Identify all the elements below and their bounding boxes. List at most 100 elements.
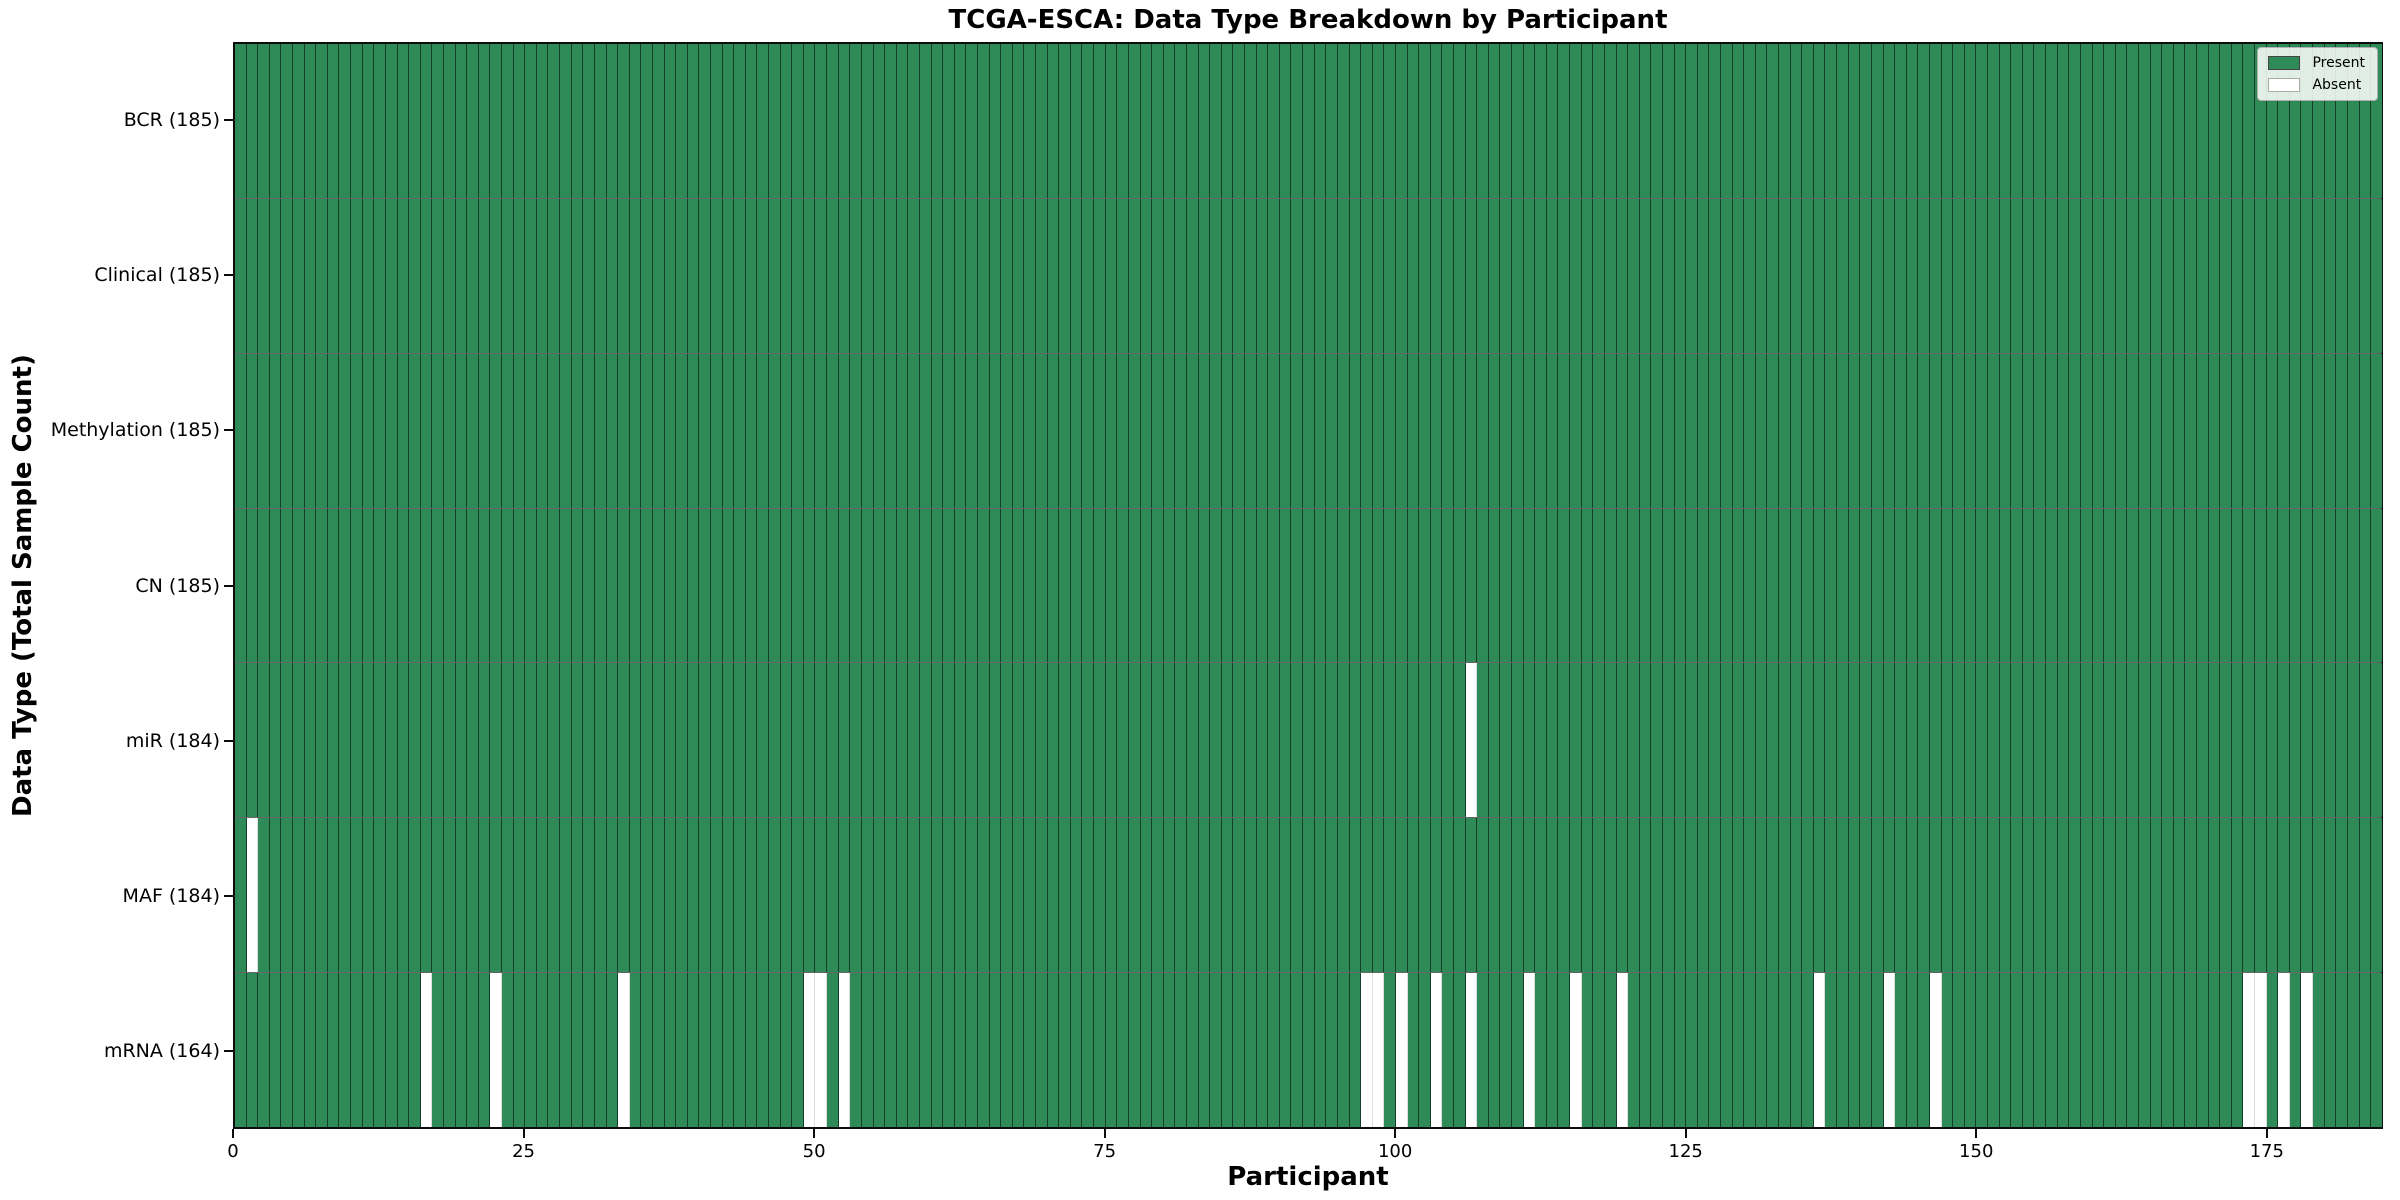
heatmap-cell-present bbox=[2011, 508, 2023, 663]
heatmap-cell-present bbox=[873, 973, 886, 1128]
x-tick bbox=[1394, 1129, 1397, 1138]
heatmap-cell-absent bbox=[2278, 973, 2290, 1128]
y-tick bbox=[224, 739, 233, 742]
heatmap-cell-present bbox=[560, 353, 572, 508]
heatmap-cell-present bbox=[908, 973, 920, 1128]
heatmap-cell-absent bbox=[490, 973, 503, 1128]
heatmap-cell-present bbox=[861, 353, 874, 508]
heatmap-cell-present bbox=[1233, 198, 1246, 353]
heatmap-cell-present bbox=[583, 973, 595, 1128]
heatmap-cell-present bbox=[1651, 973, 1663, 1128]
heatmap-cell-present bbox=[2336, 973, 2348, 1128]
heatmap-cell-present bbox=[2371, 818, 2382, 973]
heatmap-cell-present bbox=[1535, 663, 1547, 818]
heatmap-cell-present bbox=[2069, 353, 2081, 508]
heatmap-cell-present bbox=[1152, 508, 1164, 663]
heatmap-cell-present bbox=[571, 198, 584, 353]
heatmap-cell-present bbox=[827, 663, 839, 818]
heatmap-cell-present bbox=[2289, 508, 2302, 663]
heatmap-cell-present bbox=[339, 44, 352, 198]
heatmap-cell-present bbox=[2266, 508, 2279, 663]
heatmap-cell-present bbox=[780, 663, 793, 818]
heatmap-cell-present bbox=[455, 198, 468, 353]
heatmap-cell-present bbox=[1372, 353, 1385, 508]
heatmap-cell-present bbox=[1036, 353, 1048, 508]
heatmap-cell-present bbox=[1105, 818, 1118, 973]
heatmap-cell-present bbox=[1674, 353, 1687, 508]
heatmap-cell-present bbox=[513, 508, 526, 663]
heatmap-cell-present bbox=[560, 198, 572, 353]
heatmap-cell-present bbox=[1361, 663, 1373, 818]
heatmap-cell-present bbox=[2115, 973, 2128, 1128]
heatmap-cell-present bbox=[374, 44, 386, 198]
heatmap-cell-present bbox=[269, 663, 282, 818]
heatmap-cell-present bbox=[1860, 818, 1872, 973]
heatmap-cell-present bbox=[838, 818, 851, 973]
heatmap-cell-present bbox=[2080, 198, 2093, 353]
heatmap-cell-present bbox=[1163, 508, 1176, 663]
heatmap-cell-present bbox=[769, 973, 781, 1128]
heatmap-cell-present bbox=[1732, 973, 1745, 1128]
heatmap-cell-present bbox=[850, 973, 862, 1128]
heatmap-cell-present bbox=[908, 198, 920, 353]
heatmap-cell-present bbox=[269, 353, 282, 508]
heatmap-cell-present bbox=[246, 508, 259, 663]
heatmap-cell-present bbox=[2034, 198, 2047, 353]
heatmap-cell-present bbox=[606, 663, 619, 818]
heatmap-cell-present bbox=[2046, 353, 2058, 508]
heatmap-cell-present bbox=[850, 508, 862, 663]
heatmap-cell-present bbox=[1651, 44, 1663, 198]
heatmap-cell-present bbox=[1326, 353, 1338, 508]
heatmap-cell-present bbox=[513, 663, 526, 818]
heatmap-cell-present bbox=[873, 818, 886, 973]
heatmap-cell-present bbox=[2220, 818, 2232, 973]
heatmap-cell-present bbox=[1361, 818, 1373, 973]
heatmap-cell-present bbox=[2231, 508, 2244, 663]
heatmap-cell-present bbox=[432, 353, 444, 508]
heatmap-cell-present bbox=[1581, 663, 1594, 818]
heatmap-cell-present bbox=[1651, 508, 1663, 663]
heatmap-cell-present bbox=[594, 818, 607, 973]
heatmap-cell-present bbox=[316, 973, 328, 1128]
heatmap-cell-present bbox=[1047, 663, 1060, 818]
heatmap-cell-present bbox=[583, 353, 595, 508]
heatmap-cell-present bbox=[1721, 508, 1733, 663]
heatmap-cell-present bbox=[1848, 198, 1861, 353]
heatmap-cell-present bbox=[1570, 353, 1582, 508]
heatmap-cell-present bbox=[269, 44, 282, 198]
heatmap-cell-present bbox=[687, 818, 700, 973]
heatmap-cell-present bbox=[1779, 198, 1791, 353]
heatmap-cell-present bbox=[1790, 44, 1803, 198]
heatmap-cell-present bbox=[1082, 663, 1095, 818]
heatmap-cell-present bbox=[2313, 663, 2325, 818]
heatmap-cell-present bbox=[1744, 198, 1756, 353]
heatmap-cell-present bbox=[490, 198, 503, 353]
heatmap-cell-present bbox=[1024, 508, 1037, 663]
heatmap-cell-present bbox=[316, 818, 328, 973]
heatmap-cell-present bbox=[1233, 353, 1246, 508]
heatmap-cell-present bbox=[1790, 973, 1803, 1128]
heatmap-cell-present bbox=[443, 818, 456, 973]
heatmap-cell-present bbox=[1245, 508, 1257, 663]
heatmap-cell-present bbox=[606, 44, 619, 198]
heatmap-cell-present bbox=[1523, 353, 1536, 508]
heatmap-cell-present bbox=[467, 818, 479, 973]
heatmap-cell-present bbox=[1210, 663, 1222, 818]
heatmap-cell-present bbox=[1094, 198, 1106, 353]
heatmap-cell-present bbox=[1604, 663, 1617, 818]
heatmap-cell-present bbox=[1825, 818, 1838, 973]
heatmap-cell-present bbox=[699, 818, 711, 973]
heatmap-cell-present bbox=[1395, 663, 1408, 818]
heatmap-cell-present bbox=[1813, 818, 1826, 973]
heatmap-cell-present bbox=[513, 44, 526, 198]
heatmap-cell-present bbox=[769, 44, 781, 198]
heatmap-cell-present bbox=[536, 663, 549, 818]
heatmap-cell-present bbox=[548, 198, 561, 353]
heatmap-cell-present bbox=[478, 973, 491, 1128]
heatmap-cell-present bbox=[2278, 353, 2290, 508]
heatmap-cell-present bbox=[304, 818, 317, 973]
heatmap-cell-absent bbox=[1430, 973, 1443, 1128]
heatmap-cell-present bbox=[455, 818, 468, 973]
heatmap-cell-present bbox=[734, 663, 746, 818]
heatmap-cell-present bbox=[1442, 973, 1454, 1128]
